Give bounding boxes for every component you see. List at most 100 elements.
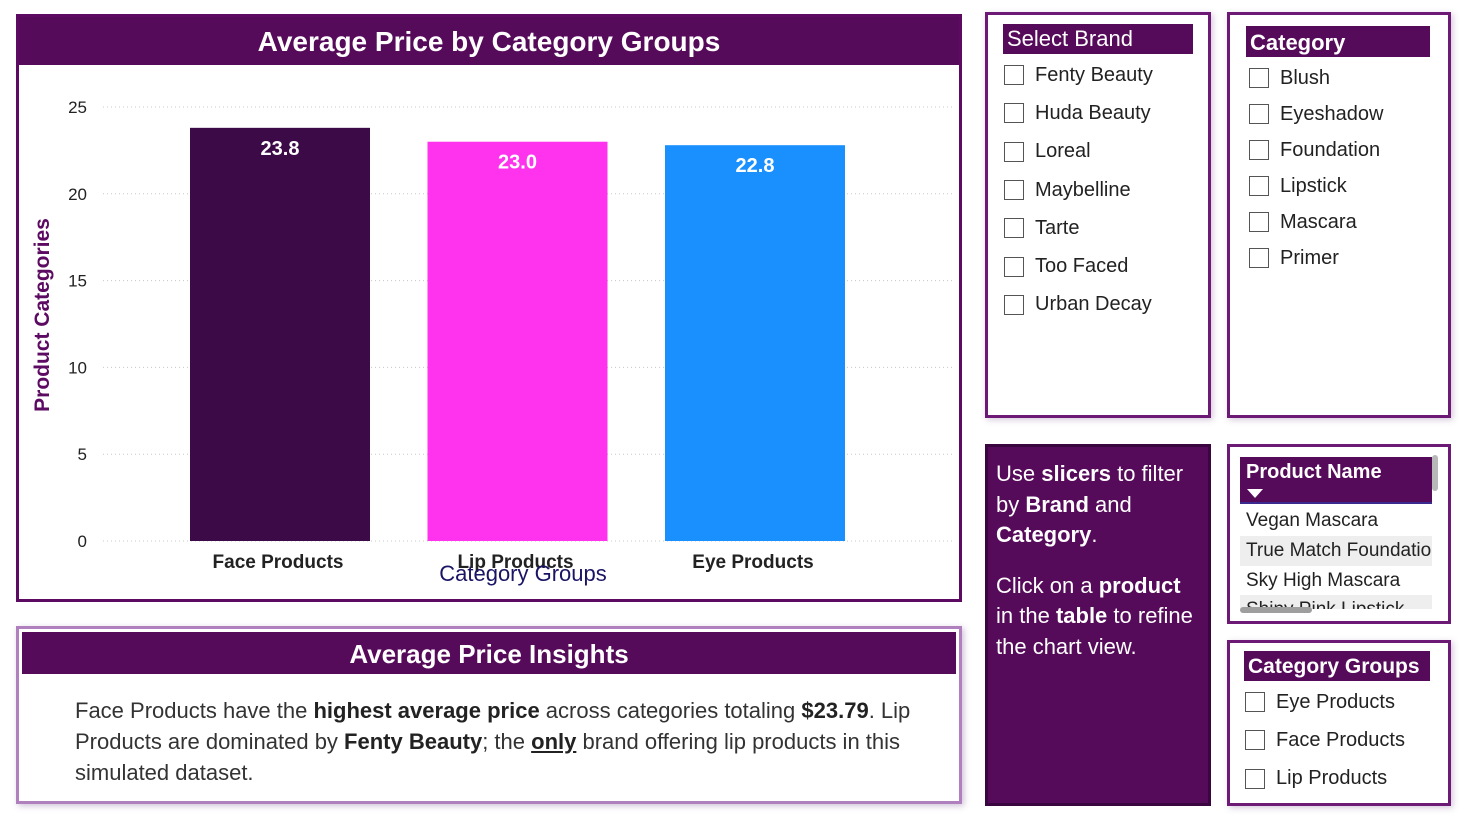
data-label: 23.8 <box>261 138 300 160</box>
bar-chart[interactable]: 0 5 10 15 20 25 23.8 Face Products 23.0 Lip Produ… <box>19 65 959 599</box>
x-tick-label: Eye Products <box>692 552 813 573</box>
category-slicer: Category Blush Eyeshadow Foundation Lipstic… <box>1227 12 1451 418</box>
insights-bold-3: Fenty Beauty <box>344 729 483 754</box>
brand-item-label: Maybelline <box>1035 178 1131 201</box>
insights-text-3: . Lip Products are dominated by <box>75 698 911 754</box>
product-name-column-label: Product Name <box>1246 461 1382 483</box>
brand-item[interactable]: Huda Beauty <box>1004 94 1208 132</box>
brand-item-label: Fenty Beauty <box>1035 63 1153 86</box>
checkbox[interactable] <box>1249 248 1269 268</box>
table-row[interactable]: True Match Foundation <box>1240 536 1432 566</box>
insights-text: Face Products have the highest average p… <box>75 695 929 788</box>
category-item[interactable]: Primer <box>1249 240 1448 276</box>
category-item-label: Primer <box>1280 246 1339 269</box>
chart-title: Average Price by Category Groups <box>19 17 959 65</box>
help-panel: Use slicers to filter by Brand and Categ… <box>985 444 1211 806</box>
brand-list: Fenty Beauty Huda Beauty Loreal Maybelline T… <box>1004 56 1208 324</box>
brand-item[interactable]: Urban Decay <box>1004 286 1208 324</box>
checkbox[interactable] <box>1249 68 1269 88</box>
category-item-label: Foundation <box>1280 138 1381 161</box>
checkbox[interactable] <box>1004 65 1024 86</box>
brand-item-label: Loreal <box>1035 140 1091 163</box>
y-tick-label: 25 <box>68 98 87 117</box>
brand-item-label: Tarte <box>1035 216 1080 239</box>
product-table-header[interactable]: Product Name <box>1240 457 1432 503</box>
insights-bold-1: highest average price <box>313 698 540 723</box>
table-row[interactable]: Sky High Mascara <box>1246 570 1401 591</box>
insights-underline-1: only <box>531 729 577 754</box>
category-groups-slicer: Category Groups Eye Products Face Product… <box>1227 640 1451 806</box>
brand-item[interactable]: Maybelline <box>1004 171 1208 209</box>
checkbox[interactable] <box>1249 104 1269 124</box>
category-item[interactable]: Blush <box>1249 60 1448 96</box>
category-group-item[interactable]: Face Products <box>1245 721 1448 759</box>
chart-area: 0 5 10 15 20 25 23.8 Face Products 23.0 Lip Produ… <box>19 65 959 599</box>
category-item-label: Lipstick <box>1280 174 1347 197</box>
checkbox[interactable] <box>1004 256 1024 277</box>
insights-bold-2: $23.79 <box>801 698 869 723</box>
brand-item-label: Huda Beauty <box>1035 101 1151 124</box>
brand-slicer: Select Brand Fenty Beauty Huda Beauty Lore… <box>985 12 1211 418</box>
brand-slicer-title: Select Brand <box>1003 24 1193 54</box>
category-item[interactable]: Eyeshadow <box>1249 96 1448 132</box>
insights-panel: Average Price Insights Face Products hav… <box>16 626 962 804</box>
bar[interactable] <box>427 141 608 541</box>
insights-text-2: across categories totaling <box>539 698 802 723</box>
y-tick-label: 5 <box>78 445 87 464</box>
checkbox[interactable] <box>1249 176 1269 196</box>
chart-panel: Average Price by Category Groups 0 5 10 15 2… <box>16 14 962 602</box>
checkbox[interactable] <box>1004 103 1024 124</box>
brand-item[interactable]: Tarte <box>1004 209 1208 247</box>
help-text-2: Click on a product in the table to refin… <box>996 572 1193 659</box>
category-list: Blush Eyeshadow Foundation Lipstick Mascara P… <box>1249 60 1448 276</box>
brand-item-label: Urban Decay <box>1035 293 1152 316</box>
category-item[interactable]: Foundation <box>1249 132 1448 168</box>
help-text-1: Use slicers to filter by Brand and Categ… <box>996 461 1184 547</box>
x-tick-label: Lip Products <box>457 552 573 573</box>
brand-item[interactable]: Too Faced <box>1004 247 1208 285</box>
y-tick-label: 10 <box>68 358 87 377</box>
insights-text-4: ; the <box>482 729 532 754</box>
checkbox[interactable] <box>1249 140 1269 160</box>
category-item-label: Mascara <box>1280 210 1357 233</box>
checkbox[interactable] <box>1004 180 1024 201</box>
insights-text-1: Face Products have the <box>75 698 314 723</box>
bar[interactable] <box>190 127 370 541</box>
table-row[interactable]: Shiny Pink Lipstick <box>1240 595 1432 609</box>
brand-item[interactable]: Loreal <box>1004 133 1208 171</box>
category-group-item-label: Face Products <box>1276 728 1405 751</box>
y-tick-label: 0 <box>78 532 87 551</box>
insights-text-5: brand offering lip products in this simu… <box>75 729 901 785</box>
horizontal-scrollbar[interactable] <box>1240 607 1312 613</box>
category-groups-title: Category Groups <box>1244 651 1430 681</box>
header-divider <box>1240 502 1432 504</box>
insights-title: Average Price Insights <box>22 632 956 674</box>
checkbox[interactable] <box>1245 730 1265 751</box>
checkbox[interactable] <box>1245 768 1265 789</box>
x-axis-title: Category Groups <box>439 561 607 586</box>
category-item[interactable]: Lipstick <box>1249 168 1448 204</box>
category-groups-list: Eye Products Face Products Lip Products <box>1245 683 1448 798</box>
y-tick-label: 15 <box>68 272 87 291</box>
brand-item-label: Too Faced <box>1035 255 1129 278</box>
brand-item[interactable]: Fenty Beauty <box>1004 56 1208 94</box>
bar[interactable] <box>665 145 845 541</box>
sort-down-icon[interactable] <box>1247 489 1263 499</box>
vertical-scrollbar[interactable] <box>1432 455 1438 491</box>
category-slicer-title: Category <box>1246 26 1430 57</box>
checkbox[interactable] <box>1004 218 1024 239</box>
category-group-item-label: Lip Products <box>1276 767 1388 790</box>
checkbox[interactable] <box>1245 692 1265 713</box>
category-item-label: Eyeshadow <box>1280 102 1384 125</box>
table-row[interactable]: Vegan Mascara <box>1246 510 1379 531</box>
checkbox[interactable] <box>1249 212 1269 232</box>
category-group-item[interactable]: Eye Products <box>1245 683 1448 721</box>
category-item-label: Blush <box>1280 66 1331 89</box>
y-tick-label: 20 <box>68 185 87 204</box>
data-label: 23.0 <box>498 152 537 174</box>
checkbox[interactable] <box>1004 294 1024 315</box>
y-axis-title: Product Categories <box>31 218 54 412</box>
category-item[interactable]: Mascara <box>1249 204 1448 240</box>
checkbox[interactable] <box>1004 141 1024 162</box>
category-group-item[interactable]: Lip Products <box>1245 760 1448 798</box>
